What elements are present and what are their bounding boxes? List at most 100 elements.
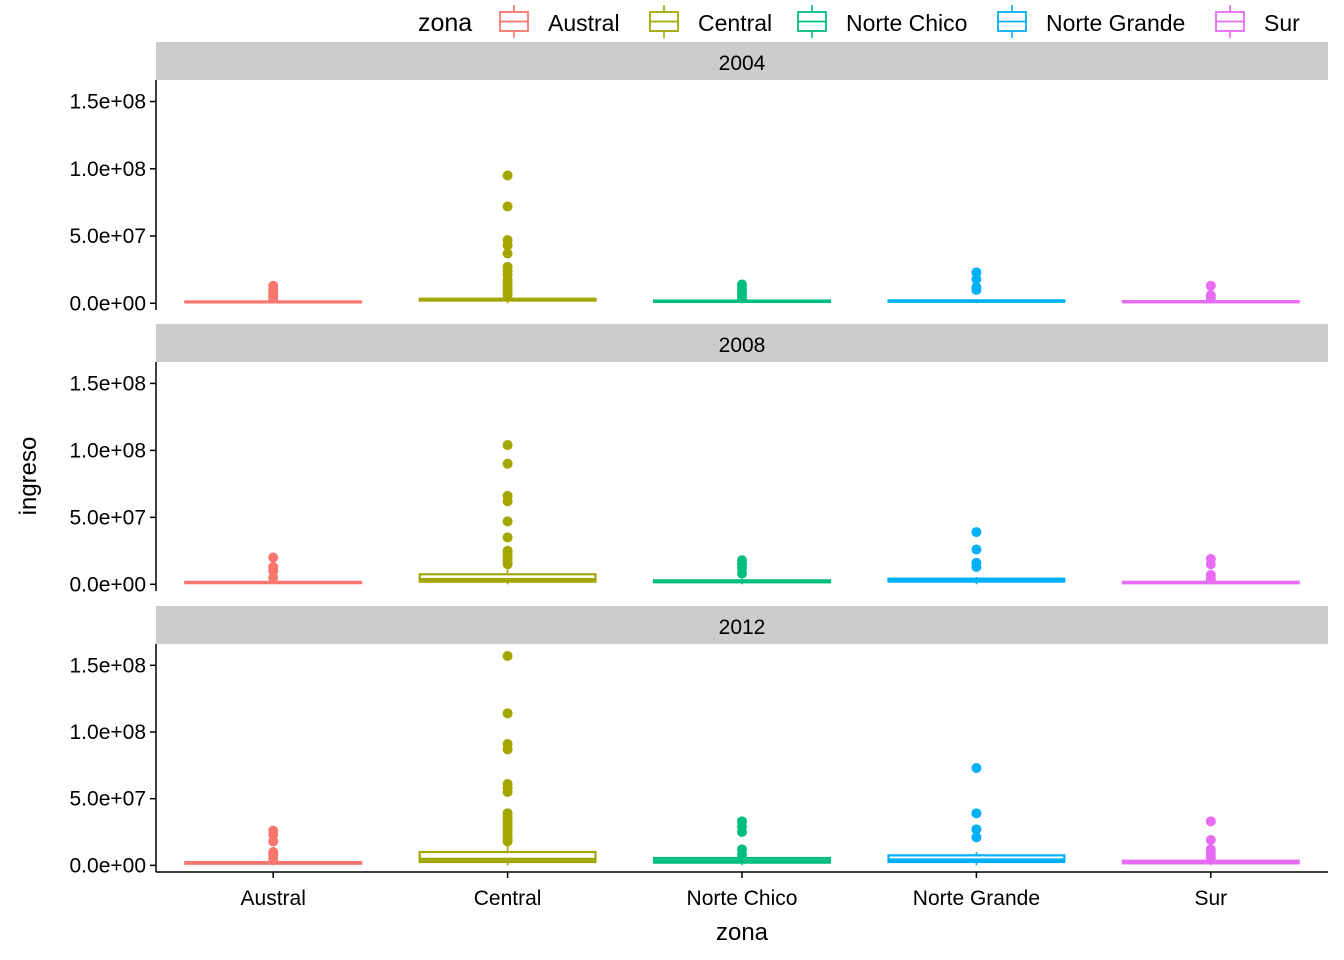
outlier-point — [971, 832, 982, 843]
y-tick-label: 1.0e+08 — [70, 439, 147, 462]
outlier-point — [737, 827, 747, 837]
facet-strip-label: 2012 — [719, 616, 766, 639]
facet-strip — [156, 42, 1328, 80]
x-tick-label-norte-grande: Norte Grande — [913, 887, 1040, 910]
outlier-point — [502, 290, 513, 301]
legend-item-norte-grande: Norte Grande — [997, 5, 1185, 38]
legend: zona Austral Central Norte Chico Norte Gran… — [418, 5, 1300, 38]
legend-title: zona — [418, 9, 472, 37]
y-tick-label: 1.5e+08 — [70, 654, 147, 677]
legend-label: Sur — [1264, 10, 1300, 36]
outlier-point — [1205, 852, 1216, 863]
box-central-2004 — [418, 170, 597, 304]
outlier-point — [737, 568, 747, 579]
facet-panel-2008: 2008 0.0e+00 5.0e+07 1.0e+08 1.5e+08 — [70, 324, 1328, 596]
facet-panel-2004: 2004 0.0e+00 5.0e+07 1.0e+08 1.5e+08 — [70, 42, 1328, 315]
facet-strip — [156, 606, 1328, 644]
y-tick-label: 1.0e+08 — [70, 721, 147, 744]
outlier-point — [502, 516, 513, 527]
legend-item-austral: Austral — [499, 5, 620, 38]
outlier-point — [268, 572, 279, 583]
box-sur-2008 — [1121, 553, 1300, 585]
outlier-point — [502, 170, 513, 181]
outlier-point — [1205, 280, 1216, 291]
outlier-point — [737, 849, 747, 860]
outlier-point — [502, 744, 513, 755]
y-tick-label: 1.5e+08 — [70, 372, 147, 395]
outlier-point — [502, 201, 513, 212]
y-tick-label: 1.0e+08 — [70, 158, 147, 181]
outlier-point — [971, 527, 982, 538]
outlier-point — [971, 284, 982, 295]
outlier-point — [268, 293, 279, 304]
outlier-point — [1205, 292, 1216, 303]
box-norte-chico-2012 — [652, 816, 831, 866]
y-tick-label: 5.0e+07 — [70, 788, 147, 811]
box-sur-2012 — [1121, 816, 1300, 866]
outlier-point — [502, 836, 513, 847]
outlier-point — [268, 853, 279, 864]
x-axis-title: zona — [716, 919, 769, 946]
outlier-point — [502, 240, 513, 251]
outlier-point — [971, 544, 982, 555]
outlier-point — [1205, 559, 1216, 570]
y-axis-title: ingreso — [15, 437, 42, 516]
box-norte-chico-2008 — [652, 555, 831, 585]
outlier-point — [971, 824, 982, 835]
facet-panels: 2004 0.0e+00 5.0e+07 1.0e+08 1.5e+08 2008 0.0e… — [70, 42, 1328, 877]
legend-item-norte-chico: Norte Chico — [797, 5, 967, 38]
outlier-point — [502, 458, 513, 469]
box-austral-2004 — [184, 280, 363, 304]
box-norte-grande-2008 — [887, 527, 1066, 585]
legend-label: Norte Grande — [1046, 10, 1185, 36]
outlier-point — [502, 651, 513, 661]
box-sur-2004 — [1121, 280, 1300, 304]
outlier-point — [502, 787, 513, 797]
outlier-point — [737, 292, 747, 303]
legend-label: Norte Chico — [846, 10, 967, 36]
y-tick-label: 5.0e+07 — [70, 225, 147, 248]
y-tick-label: 0.0e+00 — [70, 573, 147, 596]
outlier-point — [1205, 835, 1216, 845]
y-tick-label: 5.0e+07 — [70, 506, 147, 529]
box-norte-chico-2004 — [652, 279, 831, 304]
facet-panel-2012: 2012 0.0e+00 5.0e+07 1.0e+08 1.5e+08 — [70, 606, 1328, 877]
outlier-point — [502, 708, 513, 719]
outlier-point — [268, 552, 279, 563]
outlier-point — [502, 248, 513, 259]
box-iqr — [418, 573, 597, 583]
y-tick-label: 0.0e+00 — [70, 854, 147, 877]
y-tick-label: 0.0e+00 — [70, 292, 147, 315]
legend-item-central: Central — [649, 5, 772, 38]
outlier-point — [971, 808, 982, 819]
outlier-point — [502, 440, 513, 451]
facet-strip-label: 2008 — [719, 334, 766, 357]
x-axis: Austral Central Norte Chico Norte Grande Sur — [156, 871, 1328, 910]
outlier-point — [502, 559, 513, 570]
outlier-point — [1205, 573, 1216, 584]
box-iqr — [418, 850, 597, 864]
facet-strip — [156, 324, 1328, 362]
x-tick-label-norte-chico: Norte Chico — [687, 887, 798, 910]
outlier-point — [502, 496, 513, 507]
box-austral-2008 — [184, 552, 363, 585]
legend-label: Austral — [548, 10, 620, 36]
outlier-point — [971, 561, 982, 572]
outlier-point — [268, 836, 279, 847]
facet-strip-label: 2004 — [719, 52, 766, 75]
outlier-point — [971, 763, 982, 773]
y-tick-label: 1.5e+08 — [70, 91, 147, 114]
legend-item-sur: Sur — [1215, 5, 1300, 38]
outlier-point — [502, 532, 513, 543]
x-tick-label-central: Central — [474, 887, 542, 910]
outlier-point — [971, 274, 982, 285]
box-central-2012 — [418, 651, 597, 866]
legend-label: Central — [698, 10, 772, 36]
box-norte-grande-2004 — [887, 267, 1066, 304]
x-tick-label-austral: Austral — [241, 887, 306, 910]
x-tick-label-sur: Sur — [1194, 887, 1227, 910]
outlier-point — [1205, 816, 1216, 827]
box-central-2008 — [418, 440, 597, 585]
box-austral-2012 — [184, 825, 363, 866]
